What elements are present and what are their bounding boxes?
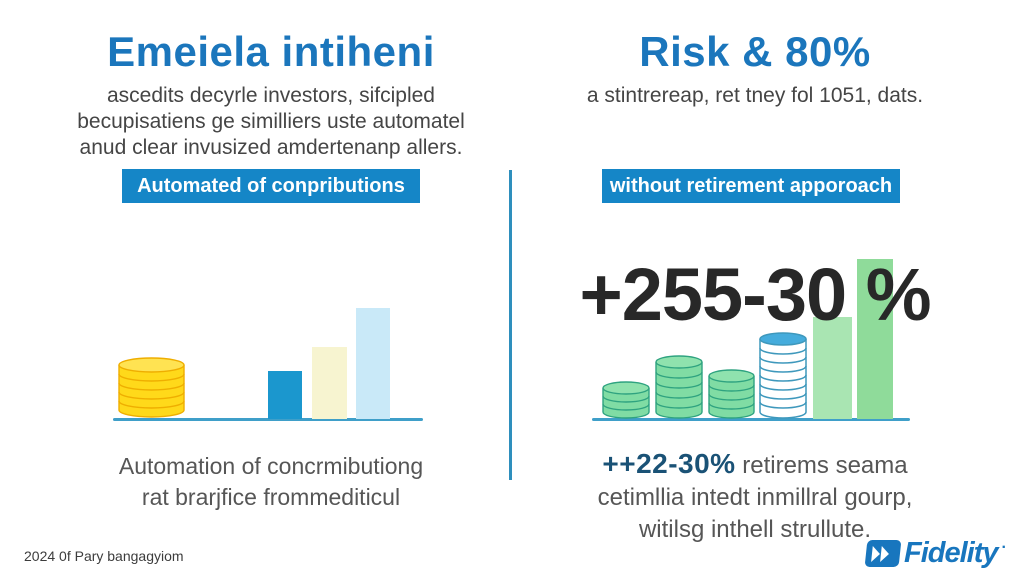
- fidelity-wordmark: Fidelity: [904, 537, 999, 569]
- left-panel-header: Emeiela intiheni ascedits decyrle invest…: [16, 28, 526, 161]
- left-chart-bar-1: [268, 371, 302, 419]
- left-banner: Automated of conpributions: [122, 169, 420, 203]
- left-panel-subtitle: ascedits decyrle investors, sifcipled be…: [16, 83, 526, 161]
- gold-coin-stack-icon: [118, 357, 185, 418]
- right-banner: without retirement apporoach: [602, 169, 900, 203]
- right-panel-title: Risk & 80%: [639, 28, 871, 75]
- green-coin-stack-2-icon: [655, 355, 703, 419]
- left-caption-line-1: Automation of concrmibutiong: [118, 453, 424, 479]
- fidelity-chevrons-icon: [864, 540, 902, 567]
- source-note: 2024 0f Pary bangagyiom: [24, 548, 184, 564]
- right-caption-stat: ++22-30%: [602, 448, 736, 479]
- right-chart-bar-2: [857, 259, 893, 419]
- left-subtitle-line-3: anud clear invusized amdertenanp allers.: [79, 136, 463, 159]
- left-subtitle-line-2: becupisatiens ge similliers uste automat…: [77, 110, 465, 133]
- left-chart-caption: Automation of concrmibutiong rat brarjfi…: [16, 451, 526, 513]
- fidelity-logo: Fidelity ·: [864, 537, 1007, 570]
- green-coin-stack-1-icon: [602, 381, 650, 419]
- fidelity-trademark-dot: ·: [1001, 539, 1007, 556]
- left-chart-bar-2: [312, 347, 347, 419]
- column-divider: [509, 170, 512, 480]
- right-panel-header: Risk & 80% a stintrereap, ret tney fol 1…: [505, 28, 1005, 109]
- right-panel-subtitle: a stintrereap, ret tney fol 1051, dats.: [586, 84, 924, 107]
- right-caption-line-3: witilsg inthell strullute.: [638, 516, 872, 543]
- big-stat-value: +255-30 %: [579, 253, 932, 336]
- right-chart-bar-1: [813, 317, 852, 419]
- green-coin-stack-3-icon: [708, 369, 755, 419]
- right-chart-baseline: [592, 418, 910, 421]
- left-panel-title: Emeiela intiheni: [107, 28, 435, 75]
- right-caption-line-1: ++22-30% retirems seama: [505, 448, 1005, 482]
- right-chart-caption: ++22-30% retirems seama cetimllia intedt…: [505, 448, 1005, 546]
- left-chart-bar-3: [356, 308, 390, 419]
- left-caption-line-2: rat brarjfice frommediticul: [141, 484, 401, 510]
- right-caption-line-2: cetimllia intedt inmillral gourp,: [597, 484, 913, 511]
- outline-coin-stack-icon: [759, 332, 807, 419]
- right-caption-after-stat: retirems seama: [735, 452, 908, 479]
- left-subtitle-line-1: ascedits decyrle investors, sifcipled: [107, 84, 435, 107]
- left-chart-baseline: [113, 418, 423, 421]
